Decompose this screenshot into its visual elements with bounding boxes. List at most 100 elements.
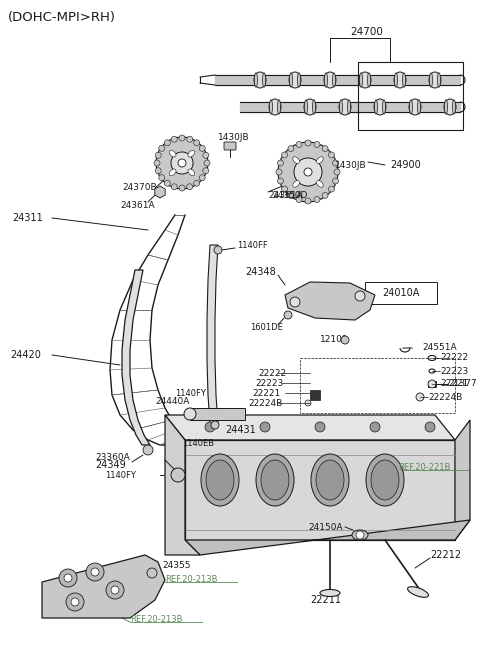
Ellipse shape — [256, 454, 294, 506]
Text: 24551A: 24551A — [422, 343, 456, 353]
Circle shape — [428, 380, 436, 388]
Circle shape — [314, 142, 320, 148]
Text: 24361A: 24361A — [120, 200, 155, 210]
Circle shape — [171, 184, 177, 190]
Circle shape — [276, 169, 282, 175]
Circle shape — [341, 336, 349, 344]
Ellipse shape — [312, 100, 315, 114]
Text: REF.20-213B: REF.20-213B — [130, 616, 182, 625]
Text: 24431: 24431 — [225, 425, 256, 435]
Circle shape — [334, 169, 340, 175]
Circle shape — [155, 168, 161, 174]
Circle shape — [66, 593, 84, 611]
Text: 24900: 24900 — [390, 160, 421, 170]
Circle shape — [143, 445, 153, 455]
Ellipse shape — [188, 150, 195, 157]
Circle shape — [284, 311, 292, 319]
Ellipse shape — [261, 460, 289, 500]
Circle shape — [154, 160, 160, 166]
Polygon shape — [165, 415, 200, 555]
Circle shape — [333, 178, 338, 184]
Circle shape — [356, 531, 364, 539]
Ellipse shape — [394, 72, 406, 88]
Circle shape — [178, 159, 186, 167]
Circle shape — [305, 400, 311, 406]
Ellipse shape — [374, 100, 377, 114]
Bar — [310, 390, 320, 400]
Circle shape — [296, 196, 302, 202]
Text: 24311: 24311 — [12, 213, 43, 223]
Ellipse shape — [339, 100, 343, 114]
Ellipse shape — [359, 72, 371, 88]
Text: 1140FY: 1140FY — [105, 471, 136, 480]
Ellipse shape — [444, 100, 447, 114]
Text: 1140EB: 1140EB — [182, 438, 214, 447]
Polygon shape — [285, 282, 375, 320]
Ellipse shape — [298, 72, 300, 87]
Ellipse shape — [277, 100, 280, 114]
Text: 1140FF: 1140FF — [237, 241, 268, 250]
Ellipse shape — [444, 99, 456, 115]
Circle shape — [203, 168, 209, 174]
Polygon shape — [207, 245, 218, 425]
Ellipse shape — [408, 587, 429, 597]
Circle shape — [64, 574, 72, 582]
Circle shape — [322, 192, 328, 198]
Ellipse shape — [371, 460, 399, 500]
Bar — [190, 408, 245, 420]
Text: (DOHC-MPI>RH): (DOHC-MPI>RH) — [8, 11, 116, 24]
Circle shape — [322, 146, 328, 152]
Circle shape — [156, 137, 208, 189]
Ellipse shape — [201, 454, 239, 506]
Circle shape — [155, 152, 161, 158]
Text: 22223: 22223 — [255, 378, 283, 387]
Ellipse shape — [320, 590, 340, 596]
Circle shape — [214, 246, 222, 254]
Circle shape — [277, 160, 283, 166]
Circle shape — [288, 192, 294, 198]
Circle shape — [304, 168, 312, 176]
Ellipse shape — [348, 100, 350, 114]
Circle shape — [187, 136, 193, 142]
Ellipse shape — [254, 72, 257, 87]
Circle shape — [164, 140, 170, 146]
Ellipse shape — [304, 100, 308, 114]
Text: 24350D: 24350D — [272, 190, 308, 200]
Text: 24370B: 24370B — [122, 183, 156, 192]
Text: 12101: 12101 — [320, 335, 348, 345]
Circle shape — [171, 152, 193, 174]
Bar — [428, 381, 436, 387]
Ellipse shape — [171, 468, 185, 482]
Polygon shape — [185, 520, 470, 555]
Circle shape — [111, 586, 119, 594]
Ellipse shape — [304, 99, 316, 115]
Ellipse shape — [339, 99, 351, 115]
Ellipse shape — [289, 72, 301, 88]
Polygon shape — [165, 415, 455, 440]
Polygon shape — [122, 270, 150, 445]
Bar — [365, 282, 437, 304]
Circle shape — [91, 568, 99, 576]
Circle shape — [282, 152, 288, 158]
Text: 22222: 22222 — [440, 353, 468, 362]
Circle shape — [211, 421, 219, 429]
Ellipse shape — [409, 99, 421, 115]
Ellipse shape — [316, 460, 344, 500]
Ellipse shape — [403, 72, 406, 87]
FancyBboxPatch shape — [224, 142, 236, 150]
Circle shape — [296, 142, 302, 148]
Text: 1430JB: 1430JB — [335, 161, 367, 169]
Text: REF.20-213B: REF.20-213B — [165, 575, 217, 585]
Ellipse shape — [184, 408, 196, 420]
Circle shape — [86, 563, 104, 581]
Ellipse shape — [360, 72, 362, 87]
Ellipse shape — [430, 72, 432, 87]
Circle shape — [328, 186, 335, 192]
Ellipse shape — [316, 181, 323, 187]
Text: 22224B: 22224B — [428, 393, 462, 401]
Text: 22221: 22221 — [252, 389, 280, 397]
Text: 24348: 24348 — [245, 267, 276, 277]
Ellipse shape — [289, 72, 292, 87]
Bar — [300, 358, 455, 413]
Ellipse shape — [333, 72, 336, 87]
